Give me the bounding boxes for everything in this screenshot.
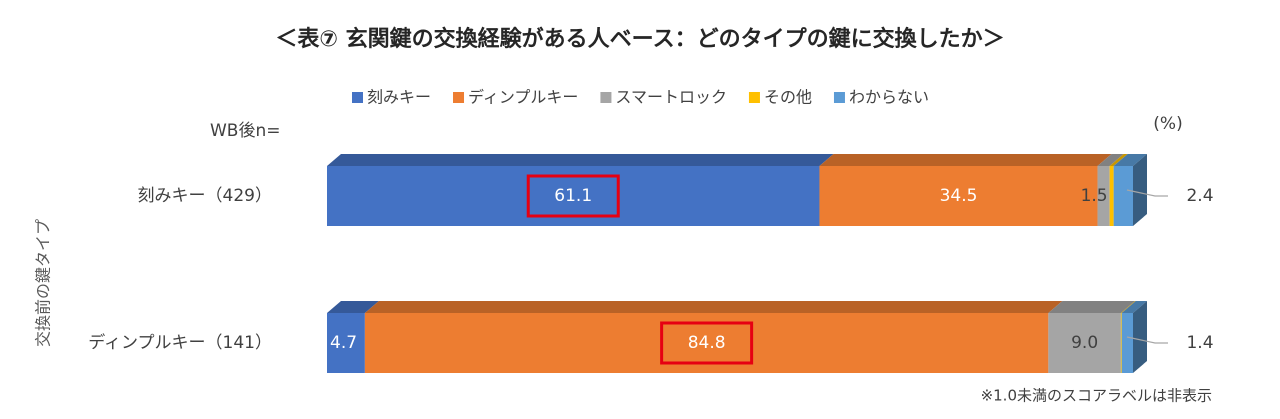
legend-swatch bbox=[352, 92, 363, 103]
bar bbox=[819, 166, 1098, 226]
legend-swatch bbox=[453, 92, 465, 103]
bar-top bbox=[1097, 154, 1124, 166]
bar bbox=[1097, 166, 1110, 226]
bar bbox=[1121, 313, 1133, 373]
bar bbox=[1113, 166, 1133, 226]
legend-swatch bbox=[833, 92, 845, 103]
value-label: 61.1 bbox=[554, 186, 592, 206]
value-label: 2.4 bbox=[1186, 186, 1213, 206]
bar-segment bbox=[1113, 154, 1147, 226]
category-label: ディンプルキー（141） bbox=[88, 332, 272, 353]
bar-top bbox=[1113, 154, 1147, 166]
highlight-box bbox=[526, 174, 620, 218]
legend-label: スマートロック bbox=[615, 88, 727, 107]
category-label: 刻みキー（429） bbox=[138, 186, 272, 206]
unit-label: (%) bbox=[1153, 114, 1182, 134]
bar bbox=[1048, 313, 1121, 373]
bar-top bbox=[1120, 301, 1136, 313]
legend-swatch bbox=[600, 92, 612, 103]
highlight-box bbox=[660, 321, 754, 365]
legend-label: その他 bbox=[764, 88, 812, 107]
value-label: 34.5 bbox=[940, 186, 978, 206]
bar-segment bbox=[1109, 154, 1128, 226]
legend: 刻みキー ディンプルキー スマートロック その他 わからない bbox=[352, 88, 929, 107]
bar-segment bbox=[1097, 154, 1124, 226]
bar bbox=[1109, 166, 1114, 226]
bar-side bbox=[1133, 154, 1147, 226]
leader-line bbox=[1126, 336, 1168, 344]
legend-label: ディンプルキー bbox=[468, 88, 578, 107]
legend-label: 刻みキー bbox=[367, 88, 431, 107]
legend-label: わからない bbox=[849, 88, 929, 107]
value-label: 4.7 bbox=[330, 333, 357, 353]
bar-top bbox=[819, 154, 1112, 166]
leader-line bbox=[1126, 189, 1168, 197]
bar-segment bbox=[327, 301, 379, 373]
bar-top bbox=[1048, 301, 1135, 313]
bar-segment bbox=[1121, 301, 1147, 373]
bar bbox=[327, 313, 365, 373]
bar-top bbox=[1109, 154, 1128, 166]
bar-side bbox=[1133, 301, 1147, 373]
value-label: 1.5 bbox=[1081, 186, 1108, 206]
legend-swatch bbox=[748, 92, 760, 103]
value-label: 9.0 bbox=[1071, 333, 1098, 353]
bar-top bbox=[327, 301, 379, 313]
chart-title: ＜表⑦ 玄関鍵の交換経験がある人ベース：どのタイプの鍵に交換したか＞ bbox=[275, 26, 1004, 52]
bar bbox=[1120, 313, 1122, 373]
y-axis-label: 交換前の鍵タイプ bbox=[34, 219, 53, 347]
bar-segment bbox=[1120, 301, 1136, 373]
bar-segment bbox=[1048, 301, 1135, 373]
bar-top bbox=[327, 154, 834, 166]
n-label: WB後n= bbox=[210, 121, 281, 141]
value-label: 84.8 bbox=[688, 333, 726, 353]
bar-segment bbox=[819, 154, 1112, 226]
bar-top bbox=[1121, 301, 1147, 313]
value-label: 1.4 bbox=[1186, 333, 1213, 353]
footnote: ※1.0未満のスコアラベルは非表示 bbox=[981, 387, 1212, 405]
bar-top bbox=[364, 301, 1063, 313]
